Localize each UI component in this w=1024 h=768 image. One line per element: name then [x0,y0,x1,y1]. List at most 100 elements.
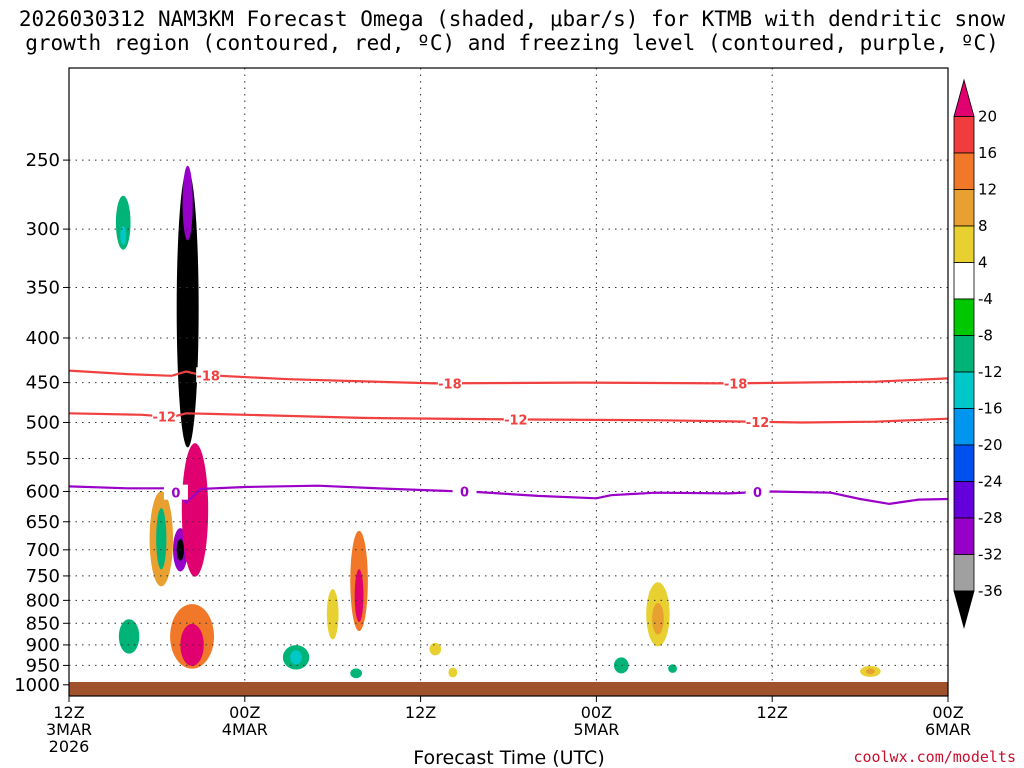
y-tick-label-550: 550 [26,449,60,470]
colorbar-tick-label-2: 12 [978,181,997,199]
colorbar-tick-label-12: -32 [978,546,1003,564]
colorbar-swatch-2 [953,152,975,190]
chart-title-line-1: 2026030312 NAM3KM Forecast Omega (shaded… [18,7,1006,31]
contour-label-bg--18-2 [723,375,748,391]
colorbar-tick-label-11: -28 [978,509,1003,527]
colorbar: 20 16 12 8 4 -4 -8 -12 -16 -20 -24 -28 -32 -36 [953,78,1003,630]
contour-label-bg--18-1 [437,375,462,391]
colorbar-swatch-13 [953,554,975,592]
contour-label-0-2: 0 [753,486,762,501]
omega-cell-19 [448,667,458,678]
terrain-band [69,682,948,696]
colorbar-tick-label-13: -36 [978,582,1003,600]
chart-title-line-2: growth region (contoured, red, ºC) and f… [25,31,999,55]
contour-label-bg-0-0 [163,484,188,500]
temperature-contours: -18 -18 -18 -12 -12 -12 0 0 0 [69,367,948,506]
y-axis: 2503003504004505005506006507007508008509… [14,150,69,696]
colorbar-tick-label-5: -4 [978,290,993,308]
omega-cell-10 [156,508,167,570]
contour-line--18 [69,369,948,385]
contour-label-bg-0-2 [745,484,770,500]
y-tick-label-1000: 1000 [14,675,60,696]
y-tick-label-800: 800 [26,590,60,611]
x-tick-label-48-0: 12Z [757,703,788,722]
x-tick-label-36-0: 00Z [581,703,612,722]
omega-cell-8 [180,623,204,666]
y-tick-label-600: 600 [26,481,60,502]
contour-label-0-1: 0 [460,486,469,501]
x-tick-label-36-1: 5MAR [573,720,619,739]
x-tick-label-60-0: 00Z [932,703,963,722]
colorbar-swatch-12 [953,517,975,555]
colorbar-swatch-1 [953,116,975,154]
x-tick-label-60-1: 6MAR [925,720,971,739]
omega-cell-1 [120,226,127,245]
contour-line-0 [69,484,948,506]
colorbar-swatch-5 [953,262,975,300]
contour-label--12-2: -12 [746,416,770,431]
contour-label-0-0: 0 [171,487,180,502]
omega-cell-11 [118,619,140,654]
contour-label-bg--12-0 [152,408,177,424]
omega-cell-22 [652,603,664,635]
colorbar-tick-label-6: -8 [978,327,993,345]
colorbar-swatch-4 [953,225,975,263]
omega-cell-16 [326,589,339,640]
y-tick-label-400: 400 [26,328,60,349]
y-tick-label-700: 700 [26,540,60,561]
omega-cell-6 [181,443,209,577]
colorbar-tick-label-10: -24 [978,473,1003,491]
omega-cell-18 [429,642,442,656]
y-tick-label-300: 300 [26,219,60,240]
omega-cell-15 [354,569,364,622]
y-tick-label-350: 350 [26,277,60,298]
contour-label--18-2: -18 [724,377,748,392]
x-tick-label-0-1: 3MAR [46,720,92,739]
colorbar-tick-label-3: 8 [978,217,988,235]
contour-label--12-0: -12 [152,411,176,426]
contour-label-bg--12-2 [745,413,770,429]
x-tick-label-0-2: 2026 [49,737,90,756]
colorbar-tick-label-0: 20 [978,108,997,126]
colorbar-triangle-top [953,78,975,117]
contour-label--12-1: -12 [504,413,528,428]
y-tick-label-650: 650 [26,512,60,533]
x-tick-label-0-0: 12Z [53,703,84,722]
colorbar-tick-label-1: 16 [978,144,997,162]
y-tick-label-850: 850 [26,613,60,634]
plot-frame [68,67,949,697]
contour-label--18-1: -18 [438,377,462,392]
omega-cell-23 [668,664,677,673]
omega-cell-0 [115,195,131,250]
colorbar-swatch-8 [953,371,975,409]
omega-cell-2 [176,169,199,448]
colorbar-tick-label-9: -20 [978,436,1003,454]
omega-cell-17 [350,668,363,679]
omega-cell-20 [613,657,629,674]
colorbar-swatch-3 [953,189,975,227]
omega-shading [115,165,881,679]
colorbar-swatch-11 [953,481,975,519]
colorbar-swatch-6 [953,298,975,336]
watermark-text: coolwx.com/modelts [853,748,1016,766]
omega-cell-3 [182,165,193,241]
colorbar-triangle-bottom [953,590,975,630]
colorbar-tick-label-7: -12 [978,363,1003,381]
y-tick-label-250: 250 [26,150,60,171]
omega-cell-25 [865,668,875,675]
colorbar-swatch-9 [953,408,975,446]
contour-label--18-0: -18 [196,369,220,384]
y-tick-label-950: 950 [26,655,60,676]
y-tick-label-450: 450 [26,373,60,394]
x-axis-title: Forecast Time (UTC) [413,747,604,768]
colorbar-swatch-10 [953,444,975,482]
y-tick-label-750: 750 [26,566,60,587]
colorbar-swatch-7 [953,335,975,373]
x-tick-label-24-0: 12Z [405,703,436,722]
x-tick-label-12-1: 4MAR [222,720,268,739]
contour-label-bg--18-0 [196,367,221,383]
x-tick-label-12-0: 00Z [229,703,260,722]
contour-label-bg--12-1 [503,411,528,427]
